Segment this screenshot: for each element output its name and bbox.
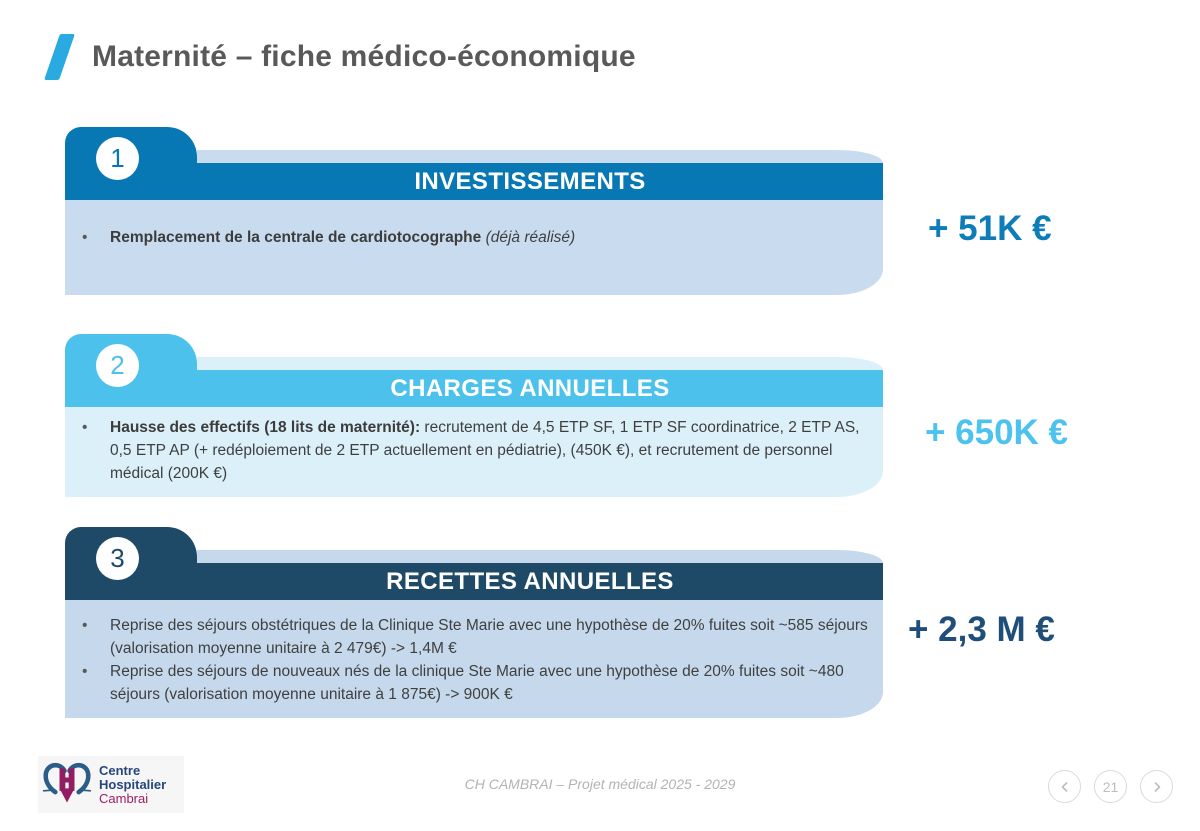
bullet-item: Reprise des séjours de nouveaux nés de l… [65, 660, 883, 706]
slide-pager: 21 [1048, 770, 1173, 803]
card-body: Remplacement de la centrale de cardiotoc… [65, 200, 883, 295]
bullet-item: Hausse des effectifs (18 lits de materni… [65, 416, 883, 485]
logo-line-1: Centre [99, 762, 141, 778]
card-body: Reprise des séjours obstétriques de la C… [65, 600, 883, 718]
bullet-regular-text: recrutement de 4,5 ETP SF, 1 ETP SF coor… [110, 419, 860, 482]
hospital-logo-heart-icon [42, 762, 92, 802]
card-top-curve [197, 550, 883, 563]
chevron-left-icon [1061, 781, 1067, 792]
card-charges-annuelles: CHARGES ANNUELLES 2 Hausse des effectifs… [65, 334, 883, 497]
bullet-item: Reprise des séjours obstétriques de la C… [65, 614, 883, 660]
value-recettes: + 2,3 M € [908, 610, 1055, 649]
card-number-badge: 2 [96, 344, 139, 387]
bullet-list: Remplacement de la centrale de cardiotoc… [65, 226, 883, 249]
bullet-list: Hausse des effectifs (18 lits de materni… [65, 416, 883, 485]
card-header-title: RECETTES ANNUELLES [386, 567, 674, 595]
slash-accent-icon [44, 34, 75, 80]
card-body: Hausse des effectifs (18 lits de materni… [65, 407, 883, 497]
bullet-regular-text: Reprise des séjours obstétriques de la C… [110, 617, 868, 657]
card-number-tab: 3 [65, 527, 197, 600]
value-charges: + 650K € [925, 413, 1069, 452]
card-header-title: INVESTISSEMENTS [414, 167, 646, 195]
card-header-band: RECETTES ANNUELLES [65, 563, 883, 600]
card-number-tab: 1 [65, 127, 197, 200]
card-number-badge: 1 [96, 137, 139, 180]
card-number-badge: 3 [96, 537, 139, 580]
page-number-indicator: 21 [1094, 770, 1127, 803]
card-number-tab: 2 [65, 334, 197, 407]
card-recettes-annuelles: RECETTES ANNUELLES 3 Reprise des séjours… [65, 527, 883, 718]
card-header-band: INVESTISSEMENTS [65, 163, 883, 200]
next-slide-button[interactable] [1140, 770, 1173, 803]
slide-header: Maternité – fiche médico-économique [44, 34, 636, 80]
card-top-curve [197, 150, 883, 163]
bullet-italic-text: (déjà réalisé) [481, 229, 576, 246]
card-header-band: CHARGES ANNUELLES [65, 370, 883, 407]
card-header-title: CHARGES ANNUELLES [390, 374, 670, 402]
footer-caption: CH CAMBRAI – Projet médical 2025 - 2029 [464, 776, 736, 792]
previous-slide-button[interactable] [1048, 770, 1081, 803]
bullet-item: Remplacement de la centrale de cardiotoc… [65, 226, 883, 249]
hospital-logo: Centre Hospitalier Cambrai [38, 756, 184, 813]
bullet-list: Reprise des séjours obstétriques de la C… [65, 614, 883, 706]
logo-line-3: Cambrai [99, 790, 149, 806]
card-top-curve [197, 357, 883, 370]
logo-line-2: Hospitalier [99, 776, 167, 792]
bullet-bold-text: Hausse des effectifs (18 lits de materni… [110, 419, 421, 436]
bullet-bold-text: Remplacement de la centrale de cardiotoc… [110, 229, 482, 246]
bullet-regular-text: Reprise des séjours de nouveaux nés de l… [110, 663, 844, 703]
page-title: Maternité – fiche médico-économique [92, 40, 636, 73]
hospital-logo-text: Centre Hospitalier Cambrai [99, 762, 167, 806]
card-investissements: INVESTISSEMENTS 1 Remplacement de la cen… [65, 127, 883, 295]
chevron-right-icon [1154, 781, 1160, 792]
value-investissements: + 51K € [928, 209, 1052, 248]
